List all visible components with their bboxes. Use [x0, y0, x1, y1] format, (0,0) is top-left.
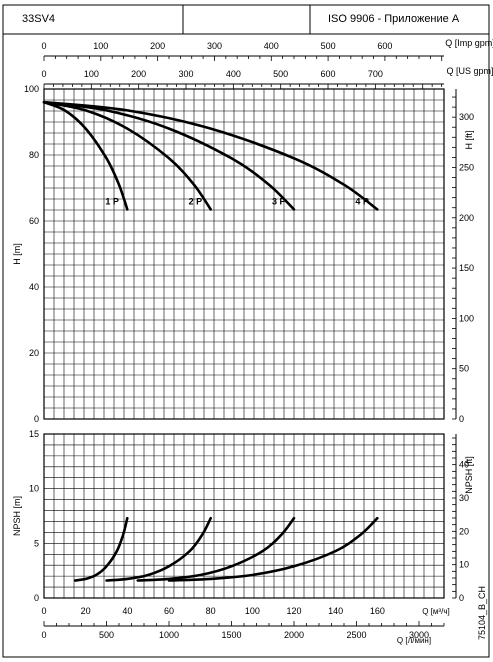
top-tick-label: 700: [368, 69, 383, 79]
curve-label: 1 P: [105, 196, 119, 206]
right-tick-label: 0: [459, 593, 464, 603]
y-tick-label: 80: [29, 150, 39, 160]
x-tick-label: 120: [286, 606, 301, 616]
head-axes: 0 20 40 60 80 100 H [m] 0 50 100 150 200 250 300 H [ft…: [12, 38, 493, 424]
x-tick-label: 60: [164, 606, 174, 616]
top-tick-label: 300: [207, 41, 222, 51]
y-axis-label: NPSH [m]: [12, 496, 22, 536]
top-tick-label: 400: [226, 69, 241, 79]
right-tick-label: 30: [459, 493, 469, 503]
y-tick-label: 100: [24, 84, 39, 94]
model-title: 33SV4: [22, 13, 55, 25]
bottom-axis-label: Q [л/мин]: [397, 636, 431, 645]
curve-2p: [42, 100, 212, 211]
y-tick-label: 60: [29, 216, 39, 226]
x-tick-label: 160: [370, 606, 385, 616]
head-grid: [43, 88, 445, 420]
y-tick-label: 5: [34, 538, 39, 548]
y-tick-label: 0: [34, 593, 39, 603]
top-tick-label: 200: [150, 41, 165, 51]
right-tick-label: 300: [459, 112, 474, 122]
x-tick-label: 100: [245, 606, 260, 616]
chart-frame: [2, 4, 490, 658]
y-tick-label: 0: [34, 414, 39, 424]
right-axis-label: NPSH [ft]: [464, 456, 474, 494]
x-axis-label: Q [м³/ч]: [422, 607, 449, 616]
curve-1p: [73, 516, 129, 582]
curve-3p: [42, 100, 296, 211]
top-tick-label: 0: [41, 41, 46, 51]
curve-3p: [136, 516, 296, 582]
right-tick-label: 40: [459, 460, 469, 470]
right-tick-label: 20: [459, 526, 469, 536]
top-axis-label: Q [US gpm]: [446, 66, 493, 76]
bottom-tick-label: 3000: [409, 630, 429, 640]
curve-4p: [42, 100, 379, 211]
top-axis-label: Q [Imp gpm]: [445, 38, 493, 48]
drawing-code: 75104_B_CH: [477, 586, 487, 640]
right-axis-label: H [ft]: [464, 130, 474, 149]
curve-1p: [42, 100, 129, 211]
plot-border: [43, 88, 445, 420]
header: 33SV4 ISO 9906 - Приложение A: [22, 13, 460, 25]
plot-border: [43, 433, 445, 599]
bottom-tick-label: 2500: [346, 630, 366, 640]
curve-2p: [105, 516, 212, 582]
top-tick-label: 300: [178, 69, 193, 79]
right-tick-label: 10: [459, 560, 469, 570]
top-tick-label: 500: [273, 69, 288, 79]
bottom-tick-label: 0: [41, 630, 46, 640]
y-tick-label: 40: [29, 282, 39, 292]
bottom-tick-label: 2000: [284, 630, 304, 640]
outer-border: [2, 4, 490, 658]
x-tick-label: 20: [81, 606, 91, 616]
curve-label: 3 P: [272, 196, 286, 206]
curve-label: 2 P: [189, 196, 203, 206]
right-tick-label: 150: [459, 263, 474, 273]
x-tick-label: 140: [328, 606, 343, 616]
top-tick-label: 100: [93, 41, 108, 51]
bottom-tick-label: 500: [99, 630, 114, 640]
bottom-tick-label: 1000: [159, 630, 179, 640]
y-tick-label: 15: [29, 429, 39, 439]
right-tick-label: 0: [459, 414, 464, 424]
y-tick-label: 10: [29, 484, 39, 494]
top-tick-label: 0: [41, 69, 46, 79]
standard-title: ISO 9906 - Приложение A: [328, 13, 460, 25]
y-tick-label: 20: [29, 348, 39, 358]
right-tick-label: 50: [459, 364, 469, 374]
top-tick-label: 100: [84, 69, 99, 79]
x-tick-label: 80: [206, 606, 216, 616]
npsh-grid: [43, 433, 445, 599]
right-tick-label: 200: [459, 213, 474, 223]
top-tick-label: 600: [377, 41, 392, 51]
curve-4p: [167, 516, 379, 582]
top-tick-label: 400: [264, 41, 279, 51]
top-tick-label: 600: [321, 69, 336, 79]
x-tick-label: 40: [122, 606, 132, 616]
x-tick-label: 0: [41, 606, 46, 616]
top-tick-label: 500: [321, 41, 336, 51]
right-tick-label: 100: [459, 313, 474, 323]
head-curves: 1 P 2 P 3 P 4 P: [42, 100, 379, 211]
right-tick-label: 250: [459, 162, 474, 172]
curve-label: 4 P: [355, 196, 369, 206]
y-axis-label: H [m]: [12, 243, 22, 265]
bottom-tick-label: 1500: [221, 630, 241, 640]
top-tick-label: 200: [131, 69, 146, 79]
npsh-curves: [73, 516, 379, 582]
